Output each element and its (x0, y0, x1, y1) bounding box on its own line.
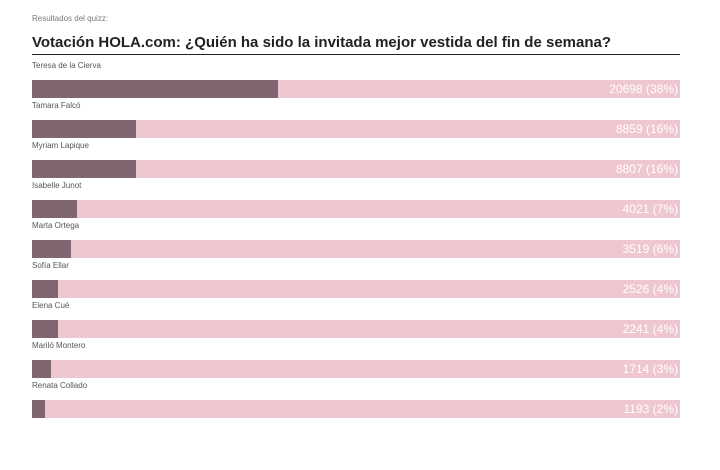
result-bar-track: 8859 (16%) (32, 120, 680, 138)
result-row: Elena Cué 2241 (4%) (32, 301, 680, 341)
result-bar-track: 4021 (7%) (32, 200, 680, 218)
candidate-name: Isabelle Junot (32, 181, 82, 190)
result-bar (32, 240, 71, 258)
candidate-name: Marta Ortega (32, 221, 80, 230)
result-value-label: 1714 (3%) (622, 362, 678, 376)
result-value-label: 1193 (2%) (623, 402, 678, 416)
result-bar (32, 320, 58, 338)
result-value-label: 8807 (16%) (615, 162, 678, 176)
result-row: Mariló Montero 1714 (3%) (32, 341, 680, 381)
result-row: Sofía Ellar 2526 (4%) (32, 261, 680, 301)
candidate-name: Sofía Ellar (32, 261, 69, 270)
result-bar-track: 1193 (2%) (32, 400, 680, 418)
result-bar (32, 120, 136, 138)
result-bar-track: 1714 (3%) (32, 360, 680, 378)
candidate-name: Myriam Lapique (32, 141, 89, 150)
result-value-label: 2241 (4%) (622, 322, 678, 336)
result-row: Renata Collado 1193 (2%) (32, 381, 680, 421)
result-bar (32, 80, 278, 98)
result-bar-track: 20698 (38%) (32, 80, 680, 98)
candidate-name: Elena Cué (32, 301, 70, 310)
result-bar-track: 3519 (6%) (32, 240, 680, 258)
candidate-name: Teresa de la Cierva (32, 61, 101, 70)
result-bar-track: 8807 (16%) (32, 160, 680, 178)
page-title: Votación HOLA.com: ¿Quién ha sido la inv… (32, 33, 680, 55)
quiz-results: Resultados del quizz: Votación HOLA.com:… (32, 14, 680, 418)
candidate-name: Renata Collado (32, 381, 88, 390)
result-bar (32, 160, 136, 178)
result-value-label: 3519 (6%) (622, 242, 678, 256)
result-bar (32, 360, 51, 378)
result-bar (32, 200, 77, 218)
result-value-label: 4021 (7%) (622, 202, 678, 216)
results-label: Resultados del quizz: (32, 14, 109, 23)
result-value-label: 20698 (38%) (609, 82, 678, 96)
result-bar-track: 2526 (4%) (32, 280, 680, 298)
result-row: Myriam Lapique 8807 (16%) (32, 141, 680, 181)
result-bar (32, 400, 45, 418)
result-row: Isabelle Junot 4021 (7%) (32, 181, 680, 221)
result-row: Tamara Falcó 8859 (16%) (32, 101, 680, 141)
result-row: Teresa de la Cierva 20698 (38%) (32, 61, 680, 101)
result-bar-track: 2241 (4%) (32, 320, 680, 338)
result-bar (32, 280, 58, 298)
result-row: Marta Ortega 3519 (6%) (32, 221, 680, 261)
result-value-label: 2526 (4%) (622, 282, 678, 296)
candidate-name: Tamara Falcó (32, 101, 81, 110)
candidate-name: Mariló Montero (32, 341, 86, 350)
result-value-label: 8859 (16%) (615, 122, 678, 136)
